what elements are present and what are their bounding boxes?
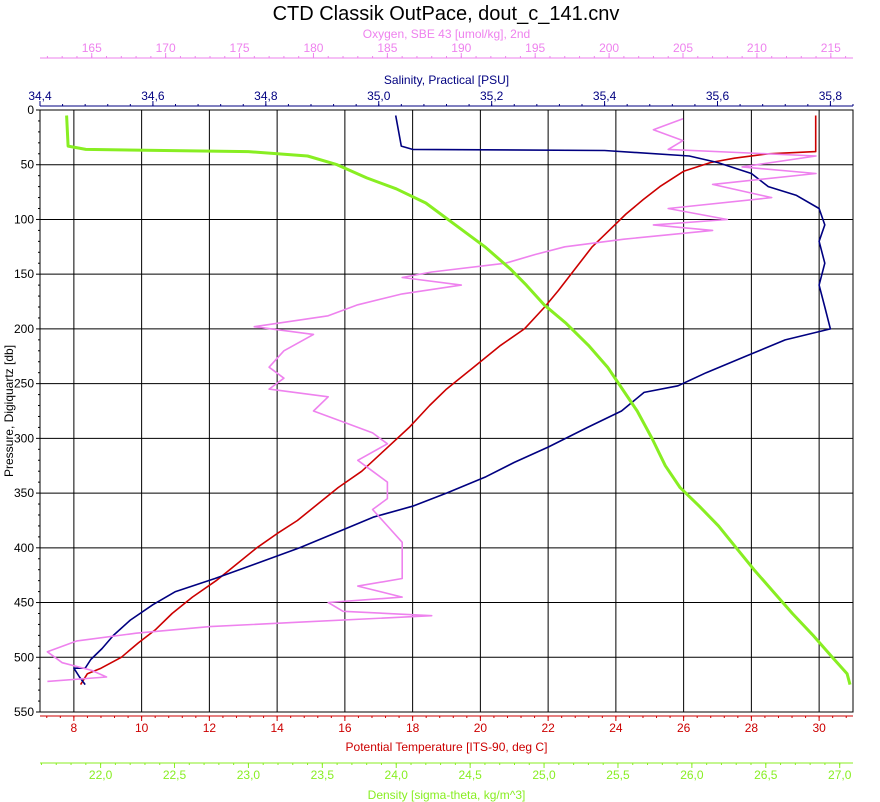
y-tick-label: 500 — [14, 650, 34, 664]
temperature-tick-label: 22 — [541, 721, 555, 735]
density-tick-label: 24,5 — [458, 768, 482, 782]
temperature-tick-label: 16 — [338, 721, 352, 735]
oxygen-axis-label: Oxygen, SBE 43 [umol/kg], 2nd — [363, 27, 530, 41]
temperature-tick-label: 8 — [71, 721, 78, 735]
chart-title: CTD Classik OutPace, dout_c_141.cnv — [273, 3, 620, 25]
oxygen-tick-label: 210 — [747, 41, 767, 55]
y-tick-label: 50 — [21, 158, 35, 172]
density-tick-label: 23,0 — [237, 768, 261, 782]
density-profile-line — [65, 115, 852, 685]
salinity-tick-label: 35,0 — [367, 89, 391, 103]
salinity-tick-label: 35,8 — [819, 89, 843, 103]
y-axis-label: Pressure, Digiquartz [db] — [2, 345, 16, 477]
series-layer — [46, 115, 852, 686]
density-tick-label: 25,0 — [532, 768, 556, 782]
salinity-tick-label: 34,8 — [254, 89, 278, 103]
density-tick-label: 26,5 — [754, 768, 778, 782]
salinity-tick-label: 35,6 — [706, 89, 730, 103]
y-tick-label: 150 — [14, 267, 34, 281]
oxygen-tick-label: 200 — [599, 41, 619, 55]
oxygen-tick-label: 180 — [303, 41, 323, 55]
density-axis-label: Density [sigma-theta, kg/m^3] — [368, 788, 526, 802]
density-tick-label: 27,0 — [828, 768, 852, 782]
y-tick-label: 100 — [14, 212, 34, 226]
y-tick-label: 200 — [14, 322, 34, 336]
salinity-tick-label: 34,4 — [28, 89, 52, 103]
oxygen-tick-label: 170 — [156, 41, 176, 55]
grid-layer — [40, 110, 853, 712]
oxygen-tick-label: 190 — [451, 41, 471, 55]
y-tick-label: 300 — [14, 431, 34, 445]
temperature-profile-line — [79, 115, 817, 686]
density-tick-label: 26,0 — [680, 768, 704, 782]
oxygen-tick-label: 175 — [230, 41, 250, 55]
temperature-tick-label: 10 — [135, 721, 149, 735]
salinity-profile-line — [73, 115, 832, 686]
density-tick-label: 24,0 — [385, 768, 409, 782]
y-tick-label: 450 — [14, 596, 34, 610]
temperature-tick-label: 18 — [406, 721, 420, 735]
temperature-tick-label: 28 — [745, 721, 759, 735]
density-tick-label: 23,5 — [311, 768, 335, 782]
temperature-axis-label: Potential Temperature [ITS-90, deg C] — [346, 740, 548, 754]
y-tick-label: 0 — [27, 103, 34, 117]
salinity-tick-label: 35,4 — [593, 89, 617, 103]
y-tick-label: 250 — [14, 377, 34, 391]
temperature-tick-label: 20 — [474, 721, 488, 735]
axes-layer: 0 50 100 150 200 250 300 350 400 450 500 550 Pressur… — [2, 27, 854, 802]
density-tick-label: 22,0 — [89, 768, 113, 782]
plot-frame — [39, 109, 854, 713]
oxygen-tick-label: 195 — [525, 41, 545, 55]
temperature-tick-label: 30 — [812, 721, 826, 735]
oxygen-tick-label: 165 — [82, 41, 102, 55]
oxygen-tick-label: 185 — [377, 41, 397, 55]
temperature-tick-label: 14 — [270, 721, 284, 735]
oxygen-tick-label: 215 — [821, 41, 841, 55]
temperature-tick-label: 12 — [203, 721, 217, 735]
temperature-tick-label: 24 — [609, 721, 623, 735]
y-tick-label: 400 — [14, 541, 34, 555]
temperature-tick-label: 26 — [677, 721, 691, 735]
y-tick-label: 550 — [14, 705, 34, 719]
salinity-axis-label: Salinity, Practical [PSU] — [384, 73, 509, 87]
oxygen-tick-label: 205 — [673, 41, 693, 55]
density-tick-label: 25,5 — [606, 768, 630, 782]
y-tick-label: 350 — [14, 486, 34, 500]
salinity-tick-label: 35,2 — [480, 89, 504, 103]
density-tick-label: 22,5 — [163, 768, 187, 782]
salinity-tick-label: 34,6 — [141, 89, 165, 103]
oxygen-profile-line — [46, 118, 817, 683]
